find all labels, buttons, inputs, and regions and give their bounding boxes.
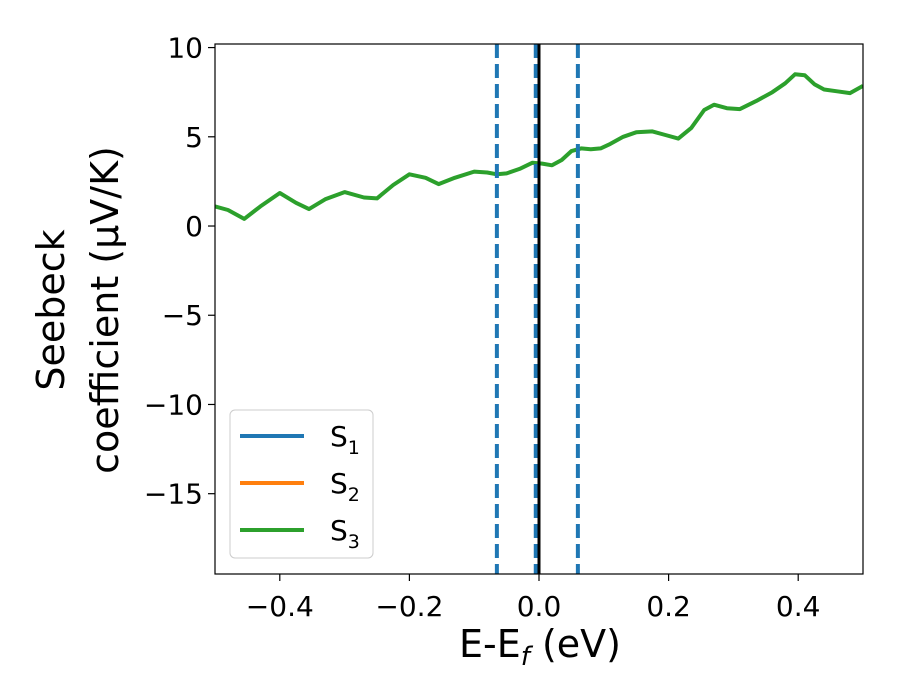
- x-tick-label: 0.2: [646, 590, 691, 623]
- series-line-3: [215, 72, 863, 221]
- legend-label: S2: [330, 467, 360, 506]
- y-tick-label: 5: [185, 121, 203, 154]
- x-axis-title: E-Ef (eV): [459, 622, 621, 672]
- y-tick-label: 0: [185, 210, 203, 243]
- legend-label: S3: [330, 514, 360, 553]
- x-tick-label: −0.4: [246, 590, 314, 623]
- x-tick-label: −0.2: [375, 590, 443, 623]
- y-axis-title-line1: Seebeck: [29, 229, 73, 390]
- legend-label-base: S: [330, 514, 348, 547]
- legend-label-sub: 2: [348, 484, 360, 506]
- legend-label-sub: 1: [348, 437, 360, 459]
- y-tick-label: 10: [167, 32, 203, 65]
- y-tick-label: −10: [144, 388, 203, 421]
- y-axis-title: Seebeck coefficient (μV/K): [29, 146, 127, 474]
- y-tick-label: −5: [162, 299, 203, 332]
- legend-label-base: S: [330, 420, 348, 453]
- x-axis-title-main: E-E: [459, 622, 521, 666]
- x-axis-title-unit: (eV): [530, 622, 621, 666]
- x-tick-label: 0.4: [776, 590, 821, 623]
- legend-label: S1: [330, 420, 360, 459]
- legend-label-sub: 3: [348, 531, 360, 553]
- x-tick-label: 0.0: [517, 590, 562, 623]
- y-axis-title-line2: coefficient (μV/K): [83, 146, 127, 474]
- y-tick-label: −15: [144, 478, 203, 511]
- legend-label-base: S: [330, 467, 348, 500]
